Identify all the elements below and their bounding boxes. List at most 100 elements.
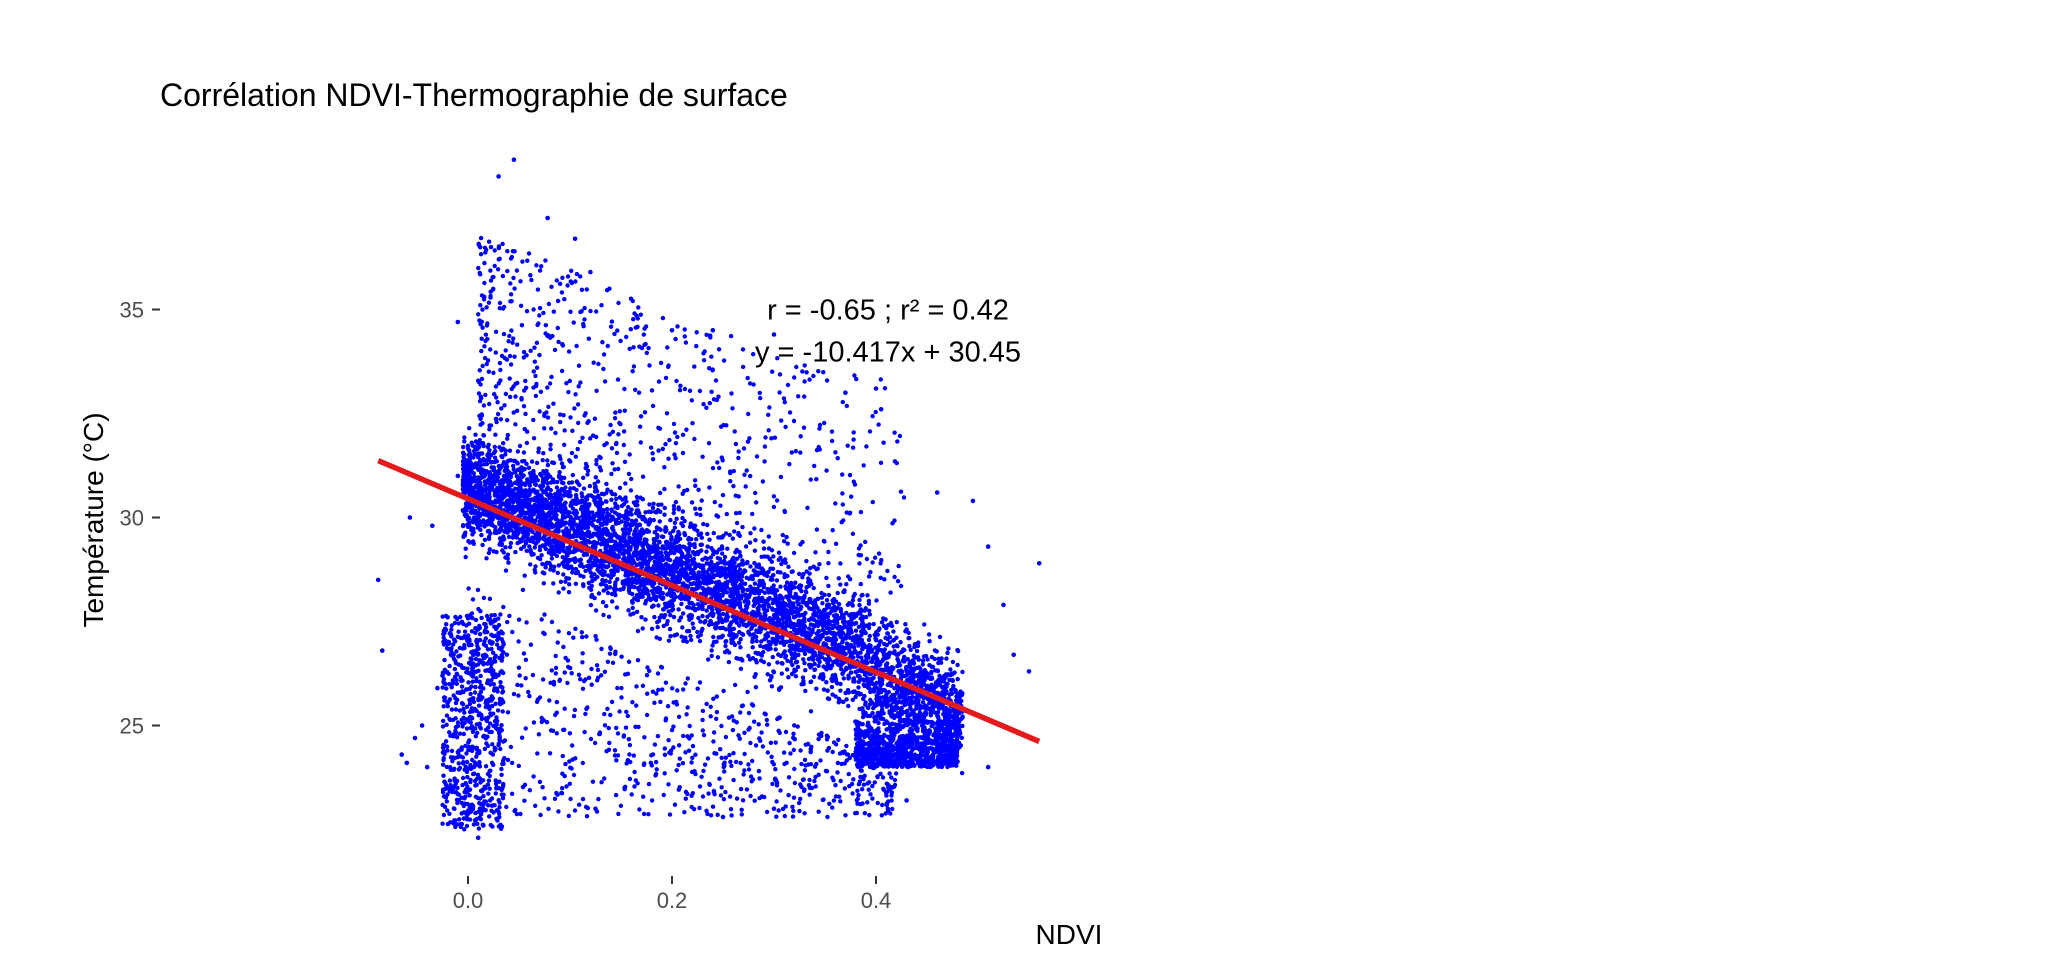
data-point [826,592,832,598]
data-point [635,556,641,562]
data-point [765,633,771,639]
data-point [564,575,569,581]
data-point [697,638,703,644]
data-point [492,455,498,460]
data-point [513,505,518,510]
data-point [667,587,673,592]
data-point [553,513,559,519]
data-point [874,661,879,666]
data-point [639,615,644,620]
data-point [633,522,638,527]
data-point [635,628,641,634]
data-point [745,587,750,593]
data-point [959,770,965,776]
data-point [727,628,732,633]
data-point [838,681,843,687]
data-point [698,632,703,637]
data-point [538,471,543,477]
data-point [491,481,497,486]
data-point [485,529,491,534]
data-point [545,481,550,486]
data-point [921,672,926,677]
data-point [891,650,896,656]
data-point [680,625,685,630]
data-point [479,532,484,538]
data-point [750,610,755,616]
data-point [503,452,508,457]
data-point [464,512,469,518]
data-point [807,571,812,576]
data-point [668,599,673,604]
data-point [656,618,662,624]
data-point [652,562,658,568]
data-point [915,643,921,649]
data-point [686,535,692,541]
data-point [759,554,764,559]
data-point [911,659,916,664]
data-point [682,545,687,550]
data-point [867,608,872,613]
data-point [670,576,675,581]
data-point [950,678,955,683]
data-point [797,571,802,577]
data-point [595,479,601,484]
data-point [499,542,504,548]
data-point [831,613,837,618]
data-point [609,471,614,477]
data-point [629,507,634,512]
data-point [528,478,534,484]
data-point [916,640,921,645]
data-point [955,648,961,654]
data-point [935,704,940,709]
data-point [475,455,481,460]
data-point [480,471,485,477]
data-point [733,602,739,607]
data-point [775,660,780,665]
data-point [725,613,730,618]
data-point [600,600,606,605]
data-point [550,477,556,482]
data-point [824,575,829,581]
data-point [465,504,471,509]
data-point [750,645,755,650]
data-point [765,599,770,604]
data-point [859,622,864,628]
data-point [484,556,489,561]
data-point [884,663,889,669]
data-point [471,448,477,454]
data-point [746,653,751,659]
data-point [815,596,820,602]
data-point [521,498,527,503]
data-point [918,675,923,681]
data-point [696,606,701,611]
data-point [702,620,707,625]
data-point [587,502,592,507]
data-point [465,524,471,529]
data-point [637,522,642,527]
data-point [825,696,831,701]
data-point [914,680,919,685]
data-point [587,532,592,537]
data-point [724,582,729,587]
data-point [630,560,636,565]
data-point [704,608,709,613]
data-point [874,657,879,662]
data-point [889,665,895,670]
data-point [656,566,661,571]
data-point [527,471,533,476]
data-point [528,474,533,480]
data-point [532,545,537,550]
data-point [783,653,789,659]
data-point [746,630,751,636]
data-point [569,450,575,456]
data-point [705,531,710,537]
data-point [652,614,657,620]
data-point [564,553,570,558]
data-point [573,566,579,572]
data-point [713,625,718,630]
data-point [642,537,647,542]
data-point [504,461,509,466]
data-point [719,583,725,588]
data-point [689,575,695,580]
data-point [791,550,797,556]
